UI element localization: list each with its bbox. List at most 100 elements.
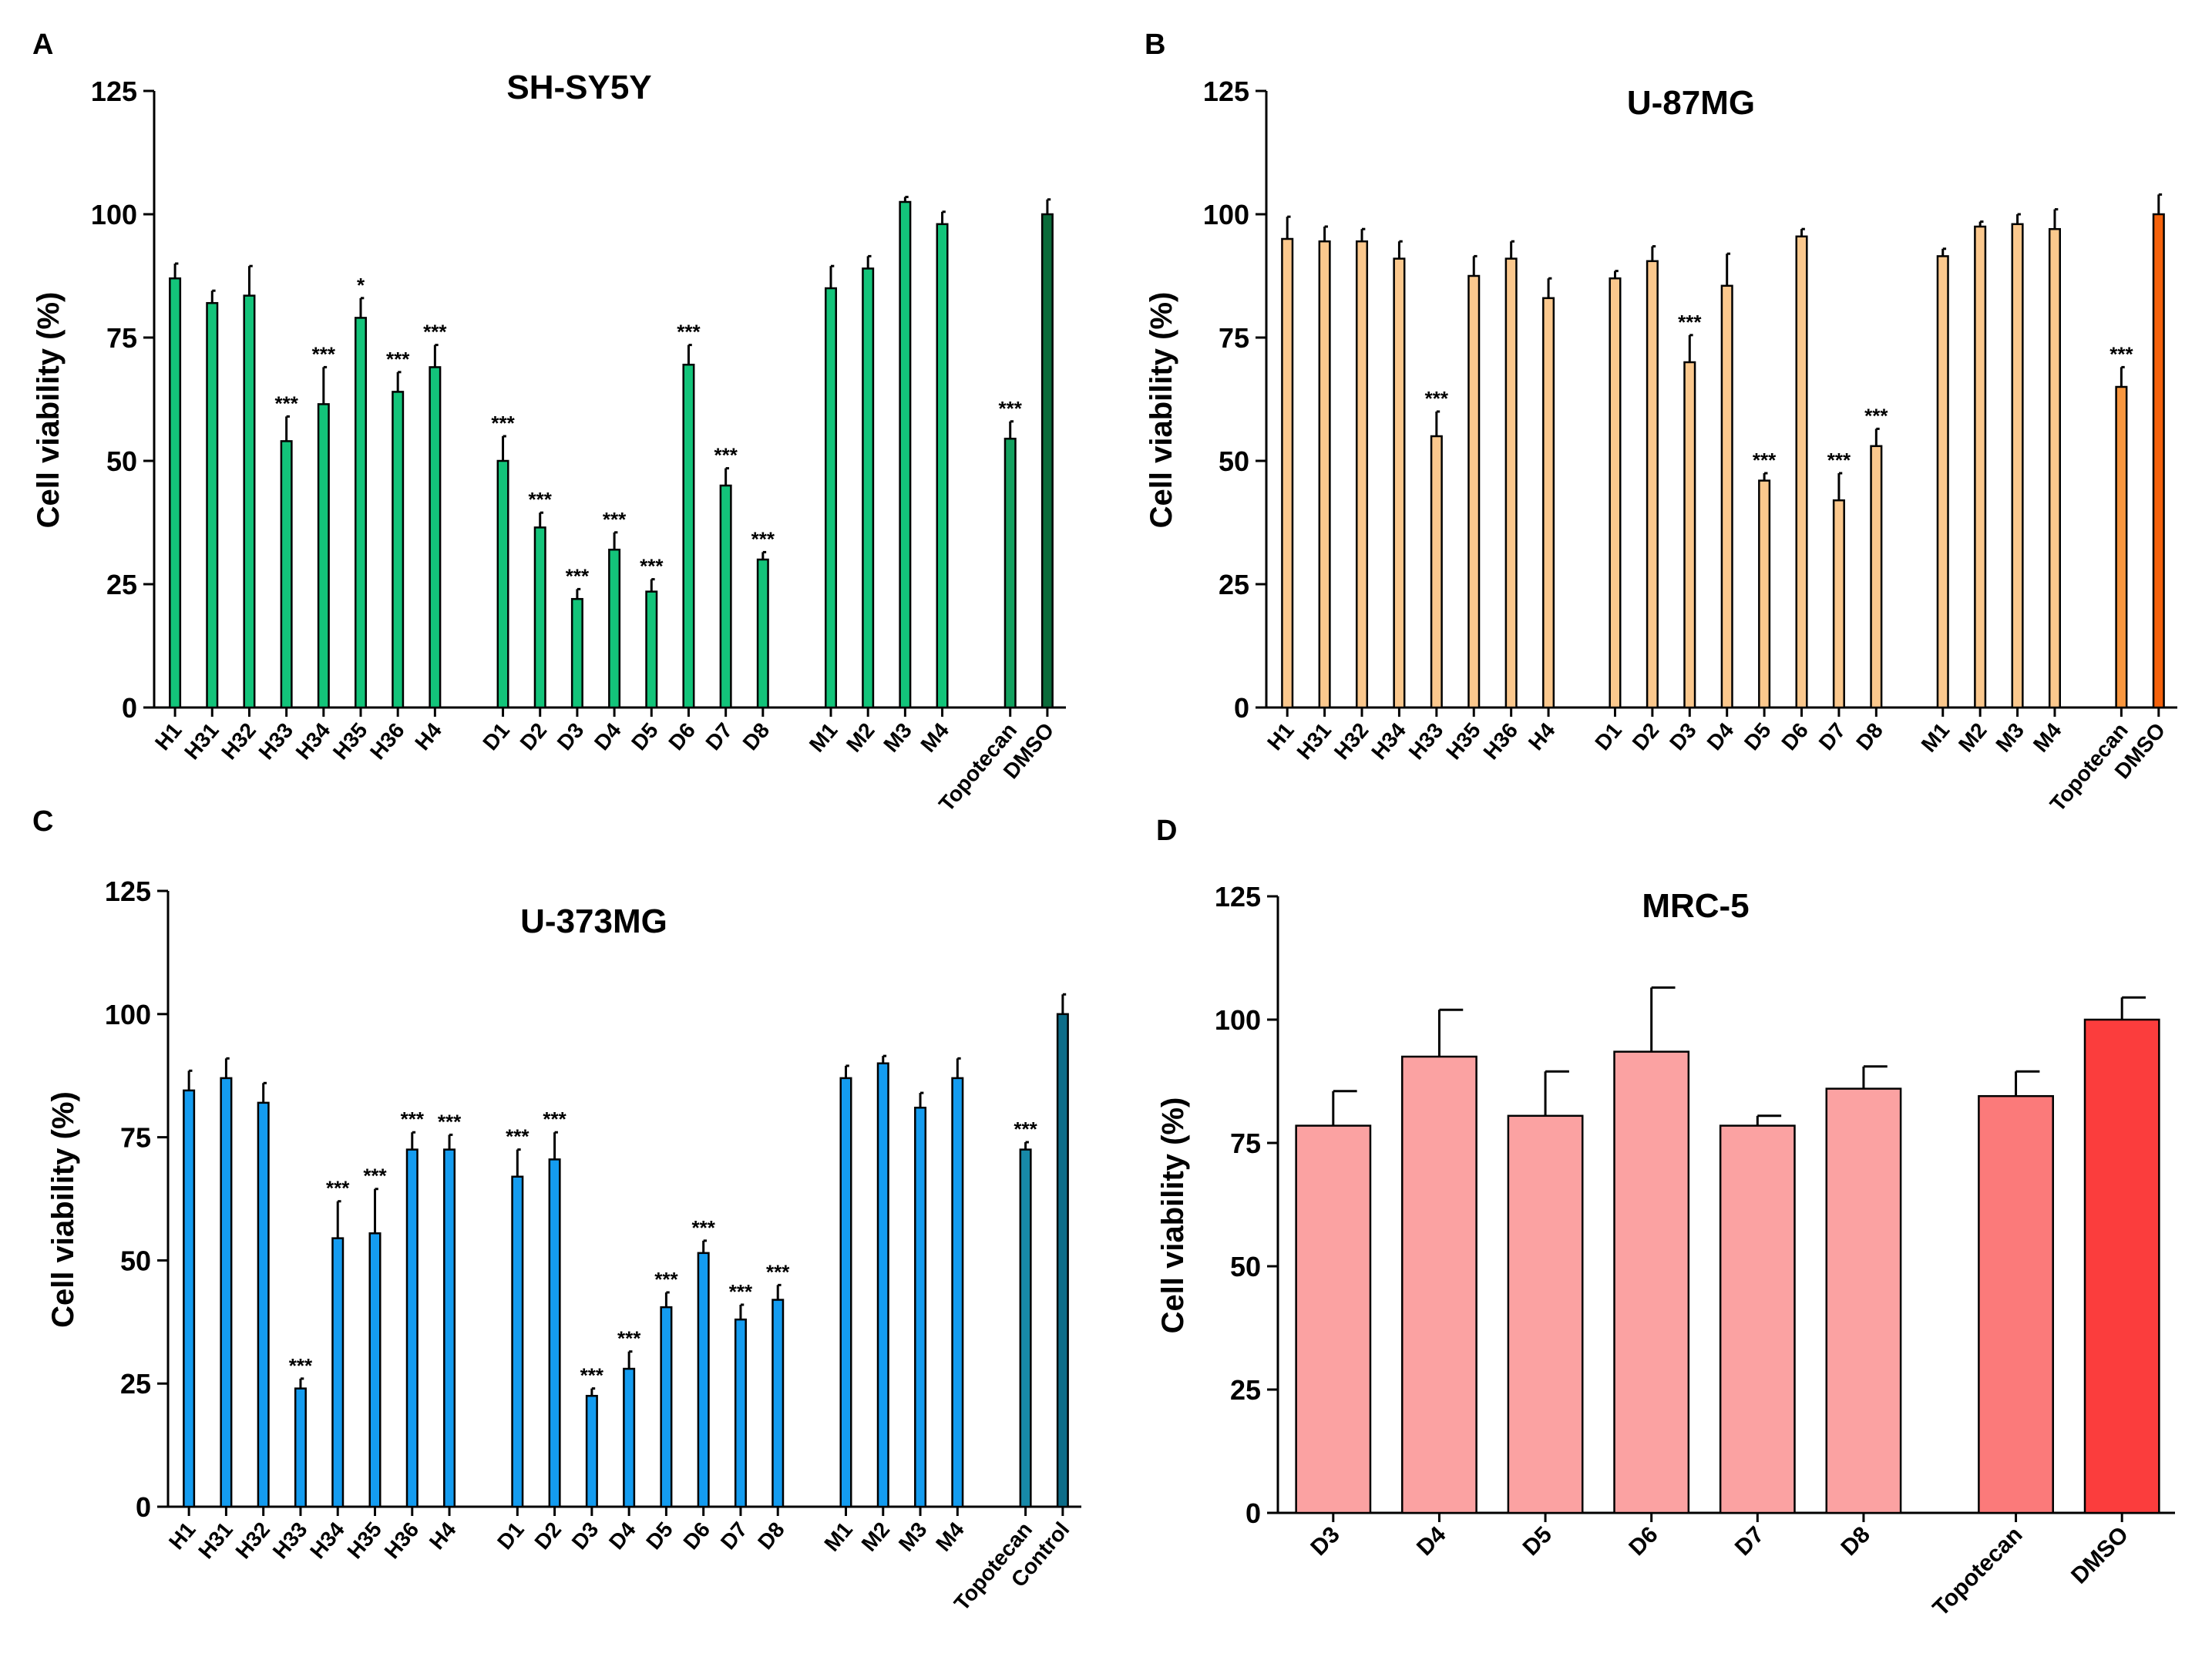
x-tick-label: H35: [328, 718, 372, 764]
x-tick-label: H36: [380, 1518, 424, 1563]
x-tick-label: D6: [1777, 718, 1813, 755]
y-tick-label: 0: [122, 692, 137, 724]
bar-D7: [719, 484, 732, 709]
y-axis-label: Cell viability (%): [32, 292, 66, 529]
x-tick-label: H33: [268, 1518, 312, 1563]
bar-M1: [1936, 255, 1949, 709]
x-tick-label: D6: [664, 718, 700, 755]
y-tick-label: 0: [1234, 692, 1249, 724]
bar-D2: [1646, 260, 1659, 709]
bar-D1: [1609, 277, 1622, 709]
x-tick-label: H36: [365, 718, 409, 764]
x-tick-label: D3: [567, 1518, 603, 1554]
x-tick-label: M2: [857, 1518, 895, 1556]
panel-0: A 0 25 50 75 100 125 Cell viability (%) SH-SY5Y H…: [32, 29, 1066, 816]
bar-Topotecan: [1003, 437, 1017, 709]
bar-H1: [169, 277, 182, 709]
bar-D1: [496, 459, 509, 709]
x-tick-label: D7: [1814, 718, 1851, 755]
x-tick-label: D7: [716, 1518, 752, 1554]
significance-label: ***: [1827, 449, 1851, 472]
x-tick-label: M3: [879, 718, 916, 757]
y-tick-label: 100: [1215, 1004, 1261, 1036]
bar-H35: [1467, 274, 1481, 709]
bar-D7: [734, 1318, 747, 1508]
y-tick-label: 0: [1246, 1497, 1261, 1529]
bar-Topotecan: [1019, 1148, 1032, 1508]
significance-label: ***: [506, 1125, 529, 1148]
y-tick-label: 125: [91, 76, 137, 107]
bar-H33: [294, 1387, 307, 1508]
x-tick-label: D4: [604, 1518, 640, 1554]
bar-D4: [608, 548, 621, 709]
bar-Topotecan: [2115, 385, 2128, 709]
bar-M3: [2011, 223, 2024, 709]
bar-D8: [1870, 445, 1883, 709]
significance-label: ***: [363, 1165, 387, 1188]
x-tick-label: H35: [1441, 718, 1485, 764]
bar-D4: [623, 1367, 636, 1508]
bar-M4: [2048, 227, 2062, 709]
y-tick-label: 75: [106, 322, 137, 354]
x-tick-label: DMSO: [2066, 1522, 2133, 1589]
bar-D1: [511, 1175, 524, 1508]
x-tick-label: D1: [1590, 718, 1626, 755]
bar-D8: [772, 1299, 785, 1508]
significance-label: ***: [692, 1216, 716, 1239]
bar-D3: [1683, 361, 1696, 709]
bar-DMSO: [2083, 1018, 2160, 1514]
bar-D5: [1507, 1114, 1584, 1514]
chart-title: U-373MG: [520, 902, 667, 940]
bar-D8: [1825, 1087, 1902, 1514]
x-tick-label: H33: [254, 718, 298, 764]
x-tick-label: H34: [1367, 718, 1410, 765]
significance-label: ***: [677, 321, 701, 344]
significance-label: ***: [999, 397, 1023, 420]
x-tick-label: M1: [819, 1518, 857, 1556]
bar-M3: [899, 200, 912, 709]
y-tick-label: 25: [120, 1368, 151, 1400]
bar-M3: [914, 1106, 927, 1508]
bar-H36: [1504, 257, 1518, 709]
significance-label: ***: [714, 444, 738, 467]
bar-H33: [280, 440, 293, 709]
y-tick-label: 75: [1219, 322, 1249, 354]
x-tick-label: D8: [1851, 718, 1888, 755]
chart-title: SH-SY5Y: [506, 69, 651, 106]
x-tick-label: H32: [217, 718, 261, 764]
bar-M4: [951, 1077, 964, 1508]
x-tick-label: D2: [529, 1518, 566, 1554]
bar-Topotecan: [1978, 1094, 2054, 1514]
bar-D7: [1719, 1124, 1796, 1514]
bar-D5: [1758, 479, 1771, 709]
x-tick-label: D4: [1703, 718, 1739, 755]
y-axis-label: Cell viability (%): [1156, 1097, 1190, 1334]
significance-label: ***: [654, 1268, 678, 1291]
bar-D3: [585, 1394, 598, 1508]
significance-label: ***: [566, 564, 590, 587]
significance-label: ***: [438, 1110, 462, 1133]
significance-label: ***: [289, 1354, 313, 1377]
y-axis-label: Cell viability (%): [1145, 292, 1178, 529]
y-tick-label: 100: [1203, 199, 1249, 230]
x-tick-label: M2: [1954, 718, 1992, 757]
y-axis-label: Cell viability (%): [46, 1091, 80, 1328]
y-tick-label: 50: [106, 445, 137, 477]
x-tick-label: D2: [1628, 718, 1664, 755]
x-tick-label: D5: [641, 1518, 677, 1554]
significance-label: ***: [603, 508, 627, 531]
significance-label: ***: [326, 1177, 350, 1200]
significance-label: ***: [423, 321, 447, 344]
bar-H31: [206, 301, 219, 709]
bar-H31: [1318, 240, 1331, 709]
bar-H4: [1542, 297, 1555, 709]
bar-D4: [1720, 284, 1733, 709]
x-tick-label: H31: [193, 1518, 237, 1563]
y-tick-label: 125: [1203, 76, 1249, 107]
bar-H4: [429, 366, 442, 709]
bar-M1: [825, 287, 837, 709]
bar-H32: [243, 294, 256, 709]
bar-D6: [1613, 1050, 1690, 1514]
x-tick-label: M1: [805, 718, 842, 757]
